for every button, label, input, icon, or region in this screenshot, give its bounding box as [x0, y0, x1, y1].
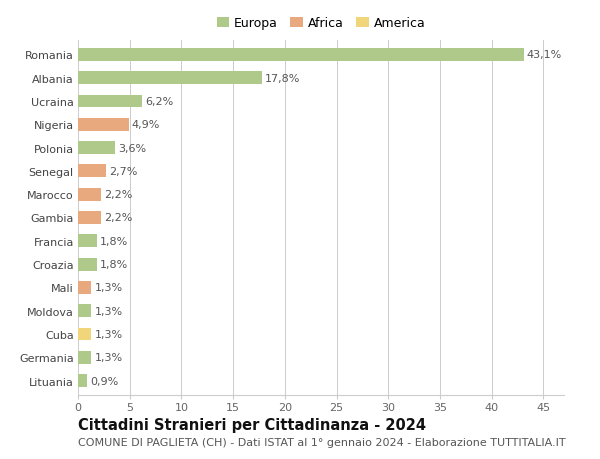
- Text: 1,8%: 1,8%: [100, 236, 128, 246]
- Text: 2,7%: 2,7%: [109, 167, 137, 177]
- Text: 1,3%: 1,3%: [95, 329, 122, 339]
- Bar: [78, 212, 101, 224]
- Text: 1,3%: 1,3%: [95, 283, 122, 293]
- Bar: [78, 281, 91, 294]
- Text: 2,2%: 2,2%: [104, 190, 132, 200]
- Bar: [78, 235, 97, 248]
- Text: 0,9%: 0,9%: [91, 376, 119, 386]
- Text: 1,3%: 1,3%: [95, 353, 122, 363]
- Bar: [78, 49, 524, 62]
- Text: 17,8%: 17,8%: [265, 73, 301, 84]
- Bar: [78, 258, 97, 271]
- Bar: [78, 328, 91, 341]
- Text: Cittadini Stranieri per Cittadinanza - 2024: Cittadini Stranieri per Cittadinanza - 2…: [78, 417, 426, 432]
- Bar: [78, 351, 91, 364]
- Bar: [78, 142, 115, 155]
- Text: 1,8%: 1,8%: [100, 259, 128, 269]
- Text: 2,2%: 2,2%: [104, 213, 132, 223]
- Text: COMUNE DI PAGLIETA (CH) - Dati ISTAT al 1° gennaio 2024 - Elaborazione TUTTITALI: COMUNE DI PAGLIETA (CH) - Dati ISTAT al …: [78, 437, 566, 447]
- Text: 6,2%: 6,2%: [145, 97, 173, 107]
- Bar: [78, 188, 101, 201]
- Legend: Europa, Africa, America: Europa, Africa, America: [212, 12, 431, 35]
- Bar: [78, 95, 142, 108]
- Bar: [78, 305, 91, 318]
- Bar: [78, 375, 88, 387]
- Text: 3,6%: 3,6%: [118, 143, 146, 153]
- Text: 1,3%: 1,3%: [95, 306, 122, 316]
- Text: 43,1%: 43,1%: [527, 50, 562, 60]
- Text: 4,9%: 4,9%: [132, 120, 160, 130]
- Bar: [78, 165, 106, 178]
- Bar: [78, 72, 262, 85]
- Bar: [78, 118, 128, 131]
